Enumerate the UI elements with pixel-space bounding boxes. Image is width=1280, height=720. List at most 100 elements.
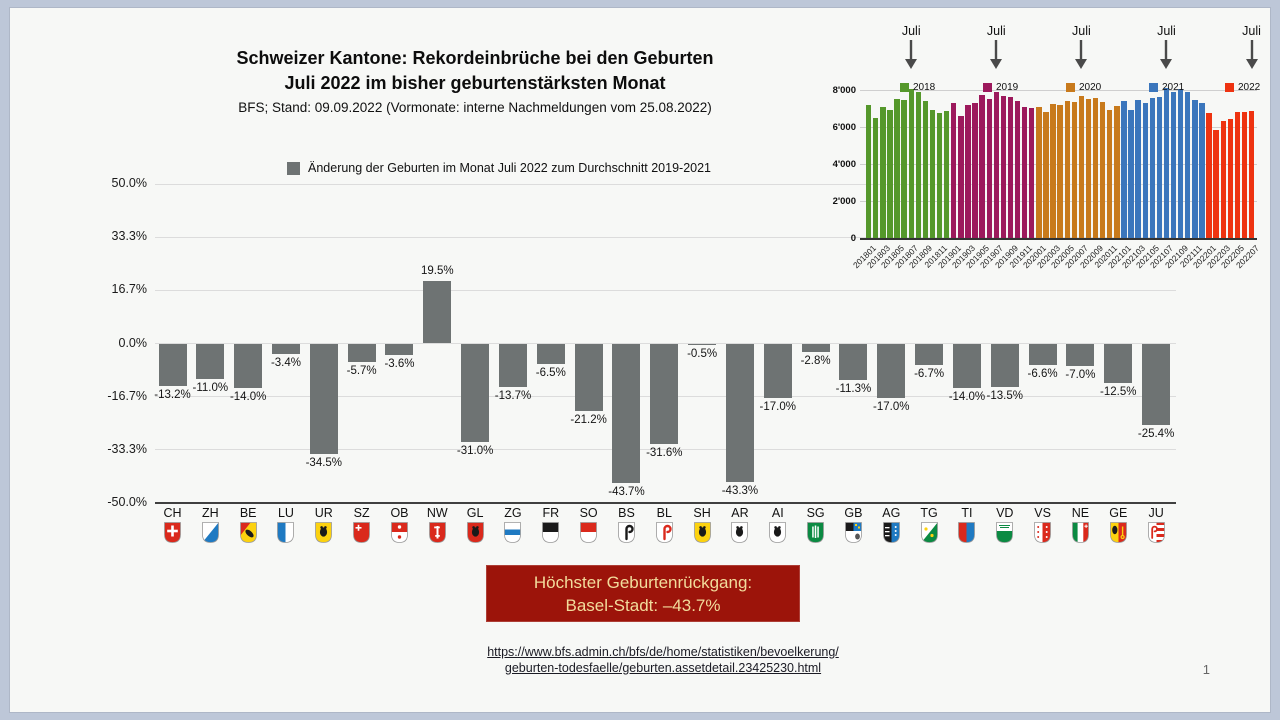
canton-label-TI: TI: [961, 506, 973, 520]
canton-label-LU: LU: [277, 506, 294, 520]
inset-bar-2021-5: [1149, 98, 1155, 238]
canton-label-AR: AR: [731, 506, 749, 520]
canton-flag-SH-icon: [693, 522, 711, 543]
source-url-line-1: https://www.bfs.admin.ch/bfs/de/home/sta…: [487, 645, 839, 659]
canton-flag-GL-icon: [466, 522, 484, 543]
bar-BE: [234, 343, 263, 389]
source-url-line-2: geburten-todesfaelle/geburten.assetdetai…: [504, 661, 822, 675]
canton-label-AG: AG: [882, 506, 901, 520]
inset-bar-2018-8: [915, 91, 922, 238]
canton-label-UR: UR: [314, 506, 333, 520]
legend-swatch-2021: [1149, 83, 1158, 92]
title-line-2: Juli 2022 im bisher geburtenstärksten Mo…: [284, 73, 666, 93]
legend-swatch-2018: [900, 83, 909, 92]
bar-JU: [1142, 343, 1171, 425]
down-arrow-icon: [889, 38, 933, 75]
inset-bar-2019-7: [993, 91, 999, 238]
canton-flag-CH-icon: [164, 522, 181, 543]
bar-OB: [385, 343, 414, 355]
inset-bar-2018-6: [901, 100, 907, 238]
page-title: Schweizer Kantone: Rekordeinbrüche bei d…: [110, 46, 840, 117]
main-y-tick-label: -33.3%: [107, 441, 147, 456]
inset-bar-2018-1: [866, 104, 872, 238]
bar-NE: [1066, 343, 1095, 366]
inset-bar-2020-2: [1043, 112, 1049, 238]
legend-year-label: 2022: [1238, 82, 1261, 93]
canton-flag-AI-icon: [769, 522, 787, 543]
inset-bar-2019-10: [1014, 101, 1021, 238]
bar-GL: [461, 343, 490, 443]
down-arrow-icon: [1230, 38, 1274, 75]
canton-flag-UR-icon: [315, 522, 333, 543]
bar-VD: [990, 343, 1019, 387]
july-label: Juli: [901, 24, 921, 38]
july-label: Juli: [1072, 24, 1091, 38]
canton-label-GB: GB: [844, 506, 863, 520]
bar-value-label-GL: -31.0%: [456, 445, 494, 458]
inset-bar-2022-3: [1220, 121, 1226, 238]
legend-year-label: 2018: [913, 82, 936, 93]
inset-bar-2019-2: [958, 115, 964, 238]
bar-value-label-TI: -14.0%: [948, 391, 986, 404]
main-x-axis: [155, 502, 1176, 504]
canton-label-BE: BE: [239, 506, 257, 520]
bar-value-label-JU: -25.4%: [1137, 427, 1175, 440]
bar-TI: [952, 343, 981, 389]
legend-year-label: 2021: [1162, 82, 1185, 93]
canton-label-VS: VS: [1034, 506, 1051, 520]
bar-value-label-SO: -21.2%: [570, 414, 607, 427]
bar-value-label-BE: -14.0%: [229, 391, 267, 404]
inset-legend-2019: 2019: [983, 82, 1018, 93]
bar-SG: [801, 343, 830, 353]
bar-TG: [915, 343, 944, 365]
main-y-tick-label: -16.7%: [107, 388, 147, 403]
canton-flag-NW-icon: [428, 522, 446, 543]
canton-label-GE: GE: [1109, 506, 1128, 520]
bar-value-label-UR: -34.5%: [305, 456, 343, 469]
inset-bar-2019-12: [1029, 107, 1035, 238]
canton-label-JU: JU: [1148, 506, 1164, 520]
canton-label-SZ: SZ: [353, 506, 370, 520]
canton-flag-TG-icon: [920, 522, 938, 543]
inset-bar-2018-12: [943, 111, 950, 238]
bar-value-label-BL: -31.6%: [646, 447, 683, 460]
july-annotation-2019: Juli: [974, 24, 1018, 75]
highlight-line-1: Höchster Geburtenrückgang:: [533, 572, 753, 592]
inset-bar-2020-6: [1071, 102, 1077, 238]
bar-ZG: [498, 343, 527, 388]
bar-SZ: [347, 343, 376, 362]
inset-bar-2021-7: [1163, 88, 1170, 238]
bar-UR: [309, 343, 338, 454]
down-arrow-icon: [1059, 38, 1103, 75]
canton-label-SG: SG: [806, 506, 825, 520]
bar-value-label-BS: -43.7%: [608, 485, 645, 498]
canton-label-CH: CH: [163, 506, 182, 520]
canton-label-BS: BS: [618, 506, 635, 520]
canton-flag-GE-icon: [1109, 522, 1127, 543]
july-annotation-2021: Juli: [1144, 24, 1188, 75]
july-label: Juli: [1157, 24, 1176, 38]
inset-bar-2020-4: [1057, 104, 1063, 238]
main-gridline: [155, 183, 1176, 185]
source-url[interactable]: https://www.bfs.admin.ch/bfs/de/home/sta…: [487, 645, 839, 675]
inset-bar-2022-2: [1213, 129, 1219, 238]
bar-value-label-FR: -6.5%: [535, 367, 566, 380]
legend-swatch-2022: [1225, 83, 1234, 92]
inset-bar-2021-9: [1177, 89, 1184, 238]
bar-value-label-NE: -7.0%: [1065, 368, 1096, 381]
canton-label-ZG: ZG: [504, 506, 522, 520]
inset-bar-2021-4: [1142, 102, 1148, 238]
inset-bar-2021-8: [1170, 91, 1177, 238]
inset-y-tick-label: 0: [850, 233, 856, 244]
inset-bar-2022-4: [1227, 118, 1233, 238]
main-gridline: [155, 449, 1176, 451]
july-annotation-2020: Juli: [1059, 24, 1103, 75]
down-arrow-icon: [974, 38, 1018, 75]
inset-bar-2018-11: [936, 113, 943, 238]
canton-flag-OB-icon: [391, 522, 408, 543]
inset-bar-2022-6: [1241, 112, 1248, 238]
bar-AR: [725, 343, 754, 482]
bar-NW: [423, 281, 452, 344]
inset-bar-2021-1: [1121, 101, 1127, 238]
inset-bar-2019-9: [1007, 97, 1014, 238]
